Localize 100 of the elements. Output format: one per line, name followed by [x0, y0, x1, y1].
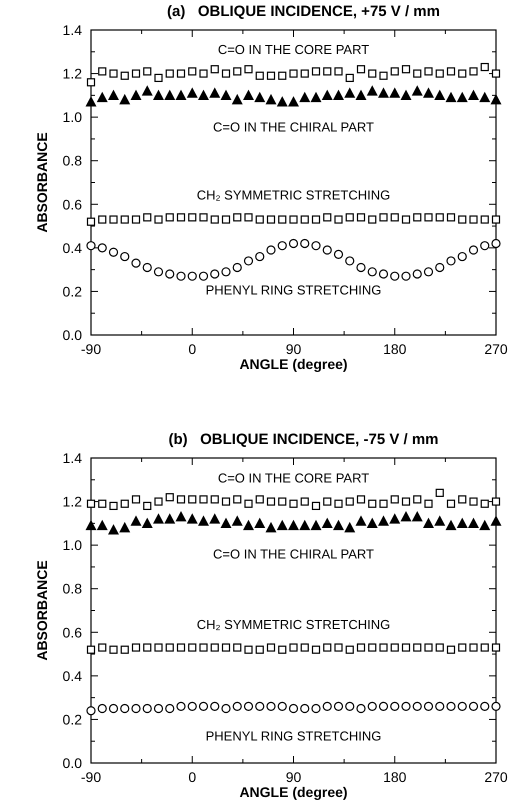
point	[390, 88, 400, 98]
point	[334, 250, 344, 259]
point	[300, 497, 309, 506]
legend-label: C=O IN THE CORE PART	[218, 42, 370, 58]
point	[368, 500, 376, 508]
point	[278, 215, 286, 224]
point	[221, 704, 231, 714]
point	[266, 215, 276, 224]
x-tick-label: 180	[383, 769, 407, 785]
point	[154, 267, 164, 276]
point	[356, 262, 366, 272]
point	[378, 88, 389, 98]
point	[457, 92, 468, 102]
point	[346, 497, 354, 506]
point	[232, 516, 242, 526]
point	[390, 272, 400, 281]
point	[390, 702, 400, 711]
point	[458, 69, 466, 78]
point	[368, 643, 376, 652]
point	[164, 514, 175, 524]
x-tick-label: 270	[484, 769, 508, 785]
point	[334, 643, 343, 652]
point	[390, 514, 400, 524]
point	[390, 213, 399, 222]
x-tick-label: 90	[286, 341, 302, 357]
point	[86, 706, 96, 716]
point	[255, 702, 264, 711]
point	[210, 88, 220, 98]
point	[176, 702, 186, 711]
point	[469, 67, 478, 76]
point	[323, 497, 332, 506]
point	[130, 516, 142, 526]
point	[255, 252, 264, 262]
point	[244, 646, 253, 654]
y-axis-title: ABSORBANCE	[34, 560, 50, 661]
point	[402, 497, 410, 506]
point	[480, 520, 490, 530]
point	[288, 96, 299, 106]
point	[278, 241, 287, 250]
point	[288, 238, 298, 248]
point	[323, 67, 332, 76]
point	[108, 90, 119, 100]
point	[210, 215, 219, 224]
point	[413, 213, 422, 222]
point	[210, 702, 220, 711]
x-tick-label: 0	[188, 341, 196, 357]
point	[98, 215, 106, 224]
point	[469, 215, 478, 224]
x-axis-title: ANGLE (degree)	[239, 356, 348, 372]
point	[256, 215, 264, 224]
point	[188, 67, 196, 76]
point	[346, 74, 354, 82]
point	[468, 518, 479, 528]
point	[379, 72, 388, 80]
point	[446, 520, 456, 530]
point	[356, 213, 366, 222]
point	[154, 497, 163, 506]
point	[378, 269, 388, 279]
point	[288, 704, 298, 714]
point	[142, 704, 152, 714]
point	[98, 243, 107, 252]
chart-title: (b) OBLIQUE INCIDENCE, -75 V / mm	[168, 431, 439, 448]
point	[356, 90, 366, 100]
point	[368, 702, 377, 711]
point	[334, 500, 343, 508]
point	[278, 72, 286, 80]
point	[367, 86, 378, 96]
point	[256, 646, 264, 654]
x-tick-label: -90	[80, 341, 102, 357]
point	[86, 500, 96, 508]
point	[86, 520, 96, 530]
point	[289, 215, 298, 224]
point	[164, 90, 175, 100]
point	[289, 500, 298, 508]
point	[187, 514, 198, 524]
point	[86, 646, 96, 654]
point	[154, 643, 163, 652]
point	[120, 500, 129, 508]
point	[492, 643, 500, 652]
point	[256, 495, 264, 504]
point	[480, 702, 490, 711]
point	[434, 516, 445, 526]
point	[323, 643, 332, 652]
point	[446, 92, 456, 102]
point	[153, 90, 164, 100]
y-axis-title: ABSORBANCE	[34, 132, 50, 233]
series-label: PHENYL RING STRETCHING	[206, 728, 382, 744]
x-tick-label: -90	[80, 769, 102, 785]
point	[198, 272, 208, 281]
point	[356, 65, 366, 74]
point	[132, 495, 140, 504]
point	[132, 69, 140, 78]
point	[446, 702, 456, 711]
point	[244, 702, 254, 711]
point	[468, 245, 478, 255]
point	[492, 69, 500, 78]
point	[166, 213, 174, 222]
point	[458, 643, 466, 652]
point	[188, 272, 197, 281]
point	[436, 643, 444, 652]
